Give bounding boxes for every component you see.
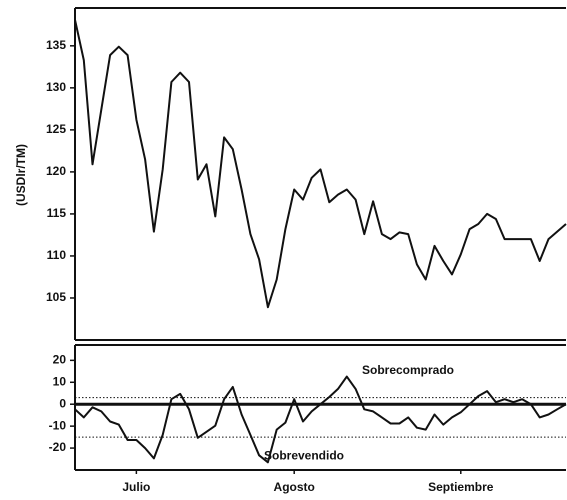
y-tick-label: 135 (46, 38, 66, 52)
y-tick-label: 0 (59, 396, 66, 410)
y-tick-label: 120 (46, 164, 66, 178)
x-tick-label: Agosto (274, 480, 315, 494)
y-tick-label: 125 (46, 122, 66, 136)
reference-label: Sobrecomprado (362, 363, 454, 377)
y-axis-label: (USDlr/TM) (14, 144, 28, 206)
y-tick-label: 115 (47, 206, 67, 220)
y-tick-label: 110 (47, 248, 67, 262)
price-line (74, 375, 567, 464)
y-tick-label: 10 (53, 374, 67, 388)
y-tick-label: -10 (49, 418, 67, 432)
y-tick-label: 130 (46, 80, 66, 94)
y-tick-label: -20 (49, 440, 67, 454)
y-tick-label: 105 (46, 290, 66, 304)
y-tick-label: 20 (53, 353, 67, 367)
price-line (74, 19, 567, 309)
x-tick-label: Septiembre (428, 480, 494, 494)
x-tick-label: Julio (122, 480, 150, 494)
reference-label: Sobrevendido (264, 448, 344, 462)
